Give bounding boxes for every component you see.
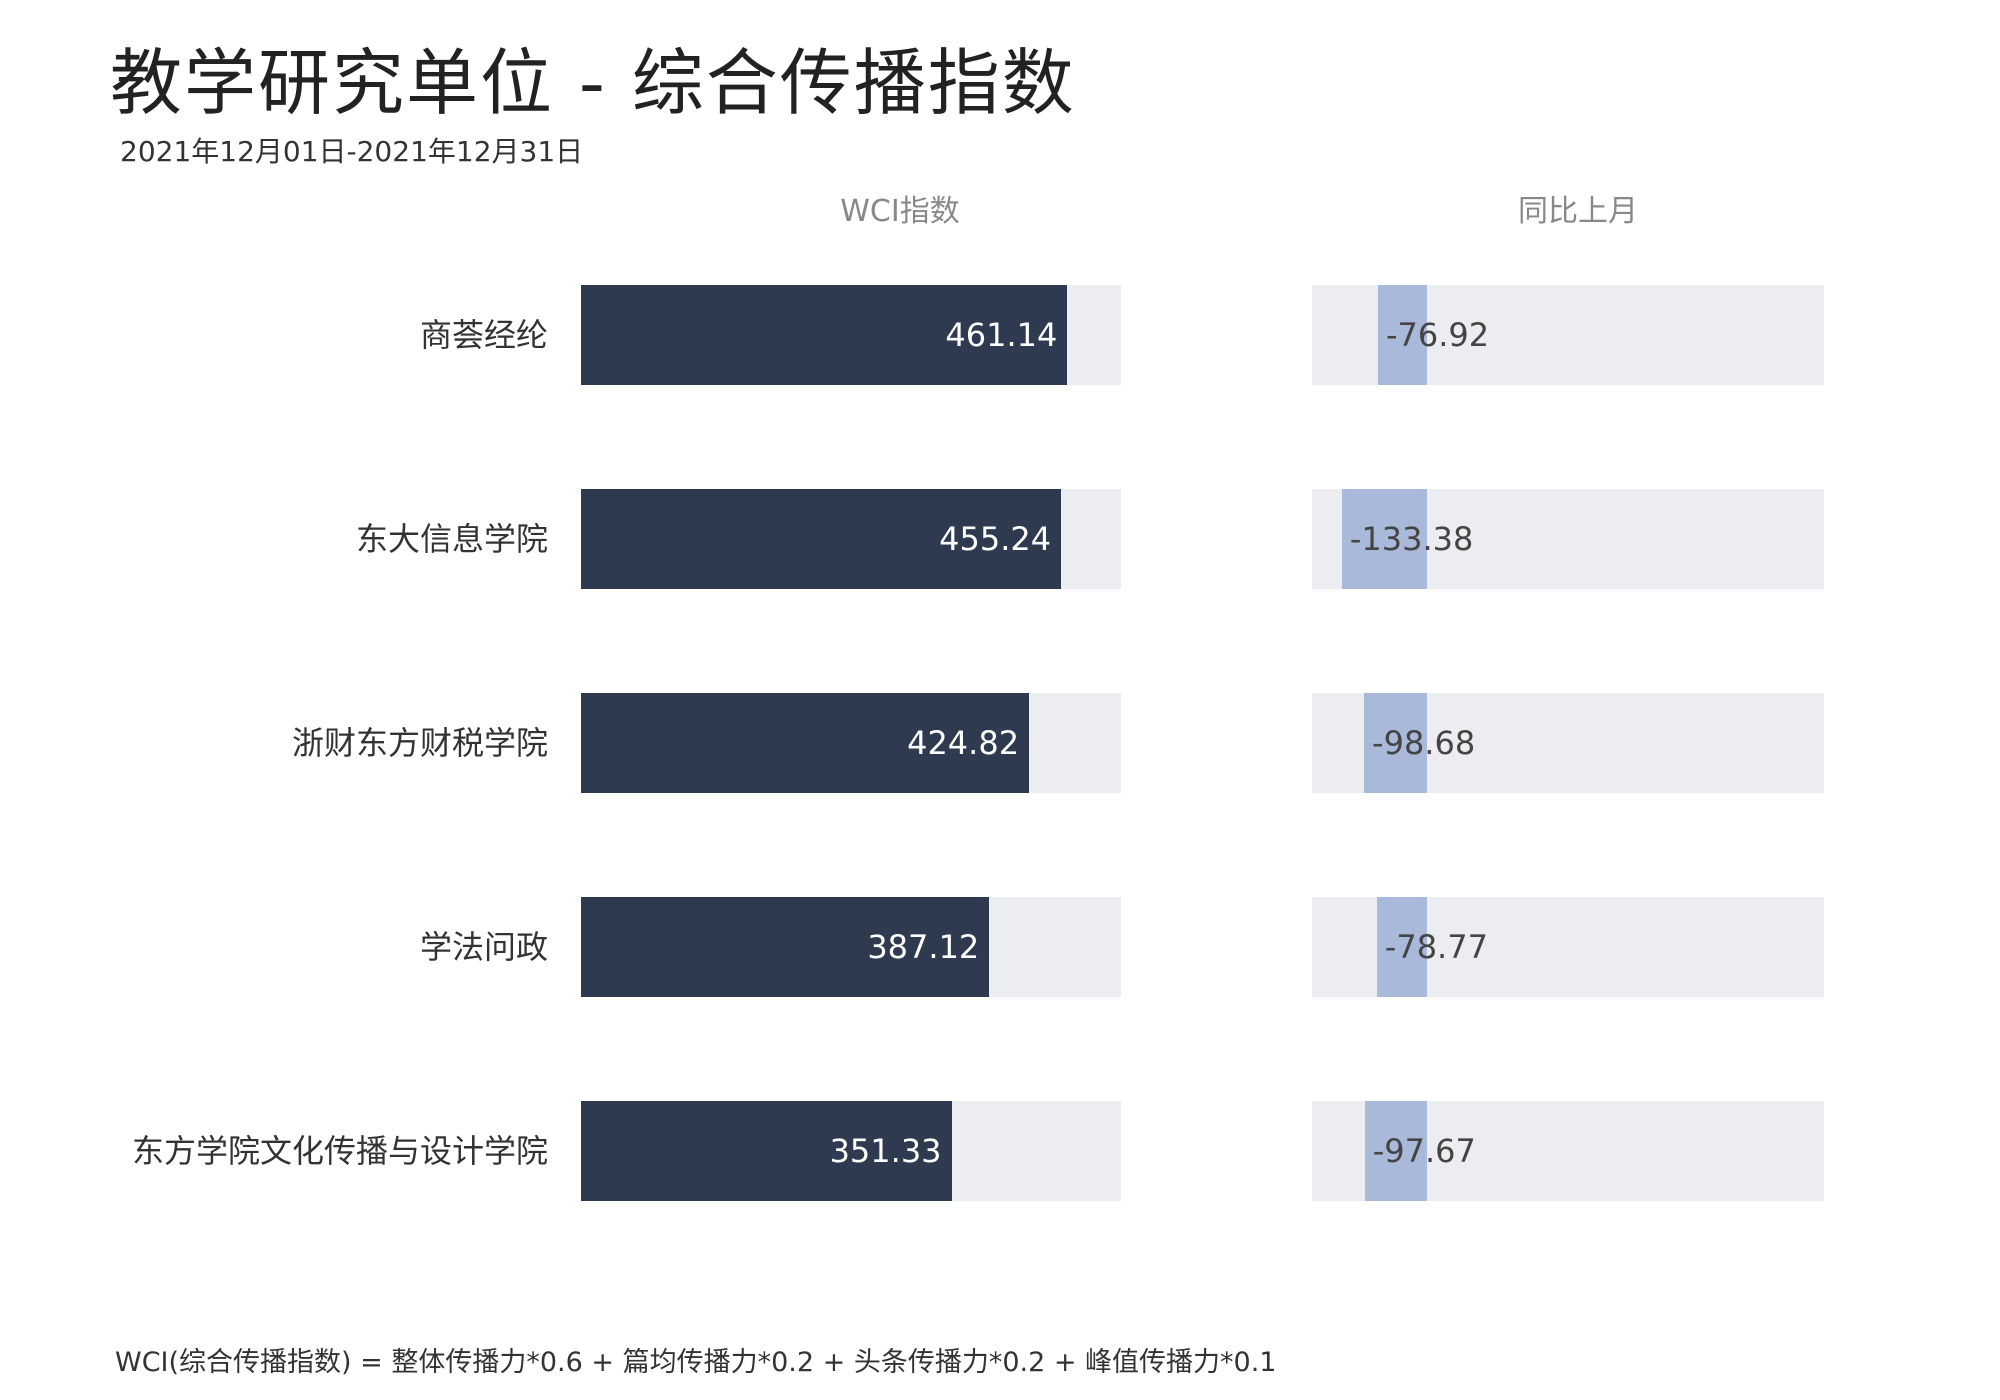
column-header-mom: 同比上月 xyxy=(1518,194,1638,229)
mom-bar xyxy=(1341,489,1428,589)
wci-bar: 351.33 xyxy=(581,1101,952,1201)
wci-value-label: 455.24 xyxy=(939,520,1052,558)
column-header-wci: WCI指数 xyxy=(840,194,960,229)
chart-subtitle: 2021年12月01日-2021年12月31日 xyxy=(120,135,584,168)
category-label: 东方学院文化传播与设计学院 xyxy=(131,1132,548,1170)
wci-bar: 461.14 xyxy=(581,285,1068,385)
category-label: 浙财东方财税学院 xyxy=(291,724,548,762)
wci-value-label: 387.12 xyxy=(867,928,980,966)
mom-value-label: -76.92 xyxy=(1385,316,1490,354)
mom-value-label: -133.38 xyxy=(1349,520,1474,558)
mom-bar xyxy=(1364,693,1428,793)
wci-bar: 455.24 xyxy=(581,489,1062,589)
category-label: 学法问政 xyxy=(419,928,548,966)
wci-bar: 424.82 xyxy=(581,693,1030,793)
mom-bar xyxy=(1376,897,1428,997)
mom-bar xyxy=(1364,1101,1428,1201)
footnote: WCI(综合传播指数) = 整体传播力*0.6 + 篇均传播力*0.2 + 头条… xyxy=(115,1347,1277,1378)
wci-value-label: 461.14 xyxy=(945,316,1058,354)
category-label: 东大信息学院 xyxy=(355,520,548,558)
mom-value-label: -98.68 xyxy=(1372,724,1476,762)
mom-value-label: -78.77 xyxy=(1384,928,1488,966)
category-label: 商荟经纶 xyxy=(419,316,548,354)
wci-bar: 387.12 xyxy=(581,897,990,997)
wci-value-label: 424.82 xyxy=(907,724,1020,762)
wci-value-label: 351.33 xyxy=(829,1132,942,1170)
mom-bar xyxy=(1377,285,1428,385)
chart-title: 教学研究单位 - 综合传播指数 xyxy=(110,41,1076,125)
mom-value-label: -97.67 xyxy=(1372,1132,1476,1170)
